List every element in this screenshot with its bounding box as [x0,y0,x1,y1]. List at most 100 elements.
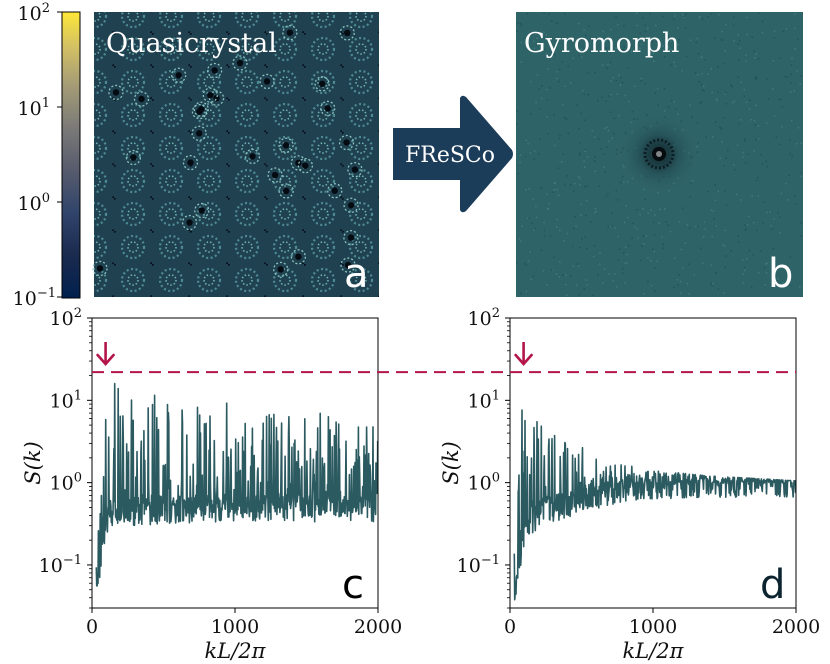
gyromorph-speckle-dot [610,111,612,114]
gyromorph-speckle-dot [710,13,713,15]
colorbar-tick-label: 100 [18,191,50,215]
gyromorph-speckle-dot [787,199,789,201]
gyromorph-speckle-dot [689,39,692,41]
gyromorph-speckle-dot [800,75,802,78]
gyromorph-speckle-dot [790,119,793,122]
gyromorph-speckle-dot [535,216,538,219]
gyromorph-speckle-dot [772,248,775,250]
gyromorph-speckle-dot [585,34,587,37]
gyromorph-speckle-dot [573,182,576,185]
gyromorph-speckle-dot [778,216,781,219]
gyromorph-speckle-dot [529,251,532,253]
gyromorph-speckle-dot [714,184,716,187]
gyromorph-speckle-dot [592,40,594,42]
gyromorph-speckle-dot [738,58,740,61]
gyromorph-speckle-dot [636,228,638,230]
gyromorph-speckle-dot [685,13,687,15]
quasicrystal-ring [278,137,294,153]
gyromorph-speckle-dot [705,136,707,139]
gyromorph-speckle-dot [663,88,666,90]
quasicrystal-ring [290,249,307,265]
gyromorph-speckle-dot [754,123,757,126]
gyromorph-speckle-dot [799,286,801,288]
gyromorph-speckle-dot [780,192,783,195]
quasicrystal-ring [133,91,150,107]
gyromorph-speckle-dot [551,269,554,271]
gyromorph-speckle-dot [640,77,642,80]
gyromorph-speckle-dot [680,292,682,295]
gyromorph-speckle-dot [658,222,661,225]
gyromorph-speckle-dot [696,37,699,40]
gyromorph-speckle-dot [772,59,775,62]
gyromorph-speckle-dot [721,141,723,143]
gyromorph-speckle-dot [784,75,786,78]
gyromorph-speckle-dot [524,188,527,191]
gyromorph-speckle-dot [530,81,533,83]
gyromorph-speckle-dot [746,258,748,260]
gyromorph-speckle-dot [633,226,636,228]
gyromorph-speckle-dot [701,72,703,75]
gyromorph-speckle-dot [539,107,542,110]
gyromorph-speckle-dot [553,188,556,191]
gyromorph-speckle-dot [649,12,651,15]
gyromorph-speckle-dot [681,207,684,209]
gyromorph-speckle-dot [520,24,522,27]
gyromorph-speckle-dot [700,247,702,250]
gyromorph-speckle-dot [528,260,530,262]
gyromorph-speckle-dot [585,199,588,202]
gyromorph-speckle-dot [676,27,679,29]
gyromorph-speckle-dot [722,39,724,41]
gyromorph-speckle-dot [532,198,534,200]
gyromorph-speckle-dot [689,196,692,198]
gyromorph-speckle-dot [755,138,758,141]
gyromorph-speckle-dot [548,202,551,205]
gyromorph-speckle-dot [740,199,742,201]
gyromorph-speckle-dot [713,226,716,228]
gyromorph-speckle-dot [578,293,581,296]
gyromorph-speckle-dot [732,101,734,104]
gyromorph-speckle-dot [606,67,608,69]
gyromorph-speckle-dot [715,272,717,274]
gyromorph-speckle-dot [724,190,726,192]
gyromorph-speckle-dot [583,93,585,96]
gyromorph-speckle-dot [531,81,534,83]
gyromorph-speckle-dot [547,208,549,210]
quasicrystal-ring [339,25,355,41]
gyromorph-speckle-dot [597,99,599,102]
gyromorph-speckle-dot [654,290,656,292]
panel-a-letter: a [344,251,369,297]
gyromorph-speckle-dot [618,74,621,76]
gyromorph-speckle-dot [748,249,751,252]
gyromorph-speckle-dot [566,232,569,235]
gyromorph-speckle-dot [558,229,561,232]
gyromorph-speckle-dot [516,261,518,264]
gyromorph-speckle-dot [719,126,721,129]
gyromorph-speckle-dot [546,116,548,118]
gyromorph-speckle-dot [725,157,728,159]
gyromorph-speckle-dot [701,17,704,20]
gyromorph-speckle-dot [611,137,614,139]
gyromorph-speckle-dot [590,221,592,223]
gyromorph-speckle-dot [732,24,735,27]
gyromorph-speckle-dot [541,85,543,87]
gyromorph-speckle-dot [597,273,599,276]
gyromorph-speckle-dot [688,263,690,265]
gyromorph-speckle-dot [738,122,740,125]
gyromorph-speckle-dot [723,165,725,167]
gyromorph-speckle-dot [592,255,595,258]
gyromorph-speckle-dot [755,229,758,232]
quasicrystal-center [302,162,309,169]
gyromorph-speckle-dot [733,39,736,42]
gyromorph-speckle-dot [701,56,703,58]
gyromorph-speckle-dot [567,65,569,68]
gyromorph-speckle-dot [549,235,552,237]
gyromorph-speckle-dot [670,48,672,51]
gyromorph-speckle-dot [549,87,551,89]
gyromorph-speckle-dot [579,183,581,186]
gyromorph-speckle-dot [702,262,704,264]
gyromorph-speckle-dot [580,112,582,115]
gyromorph-speckle-dot [623,221,626,224]
quasicrystal-ring [194,202,210,219]
gyromorph-speckle-dot [578,265,580,267]
gyromorph-speckle-dot [552,191,554,193]
